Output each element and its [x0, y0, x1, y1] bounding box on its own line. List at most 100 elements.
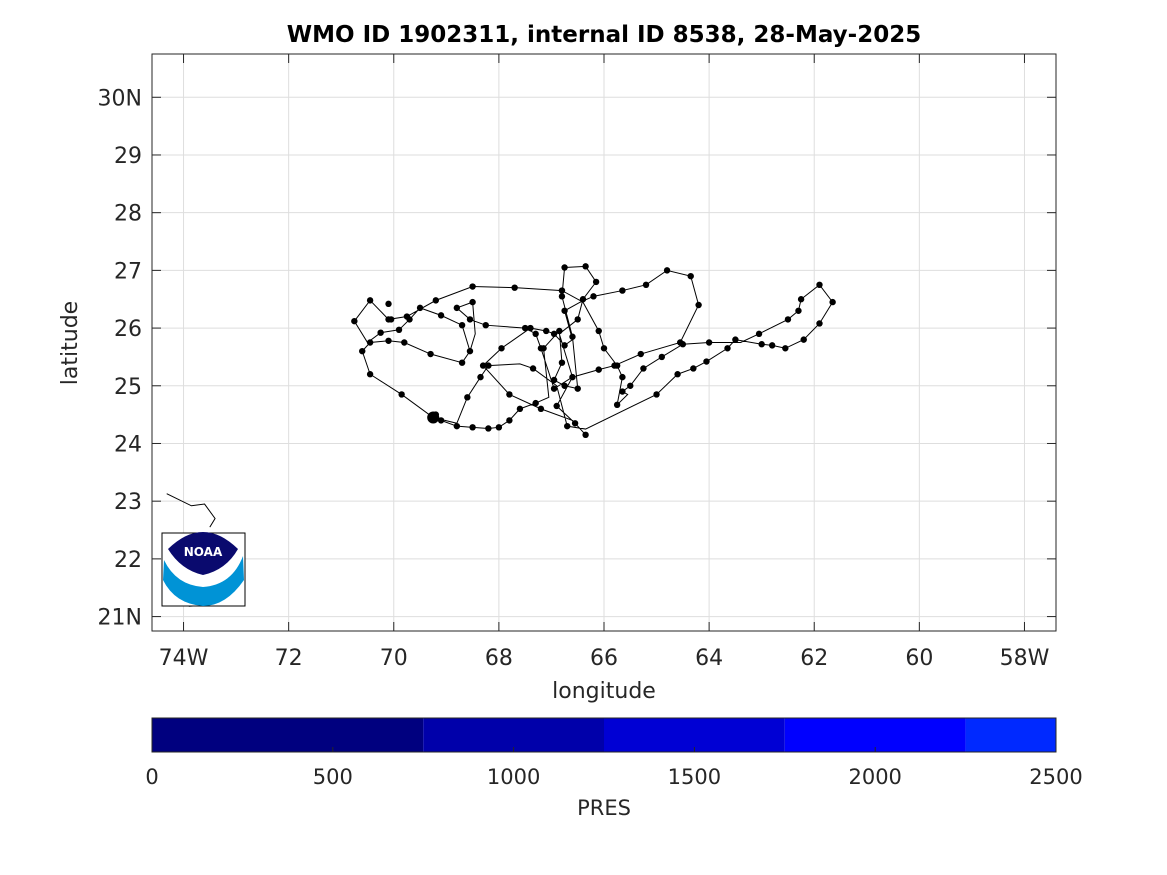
- profile-point: [366, 339, 374, 346]
- profile-point: [574, 316, 581, 323]
- profile-point: [377, 329, 384, 336]
- profile-point: [485, 362, 492, 369]
- profile-point: [564, 422, 571, 430]
- profile-point: [795, 307, 802, 314]
- profile-point: [477, 373, 484, 381]
- profile-point: [619, 388, 626, 395]
- profile-point: [619, 287, 626, 294]
- profile-point: [542, 327, 550, 335]
- y-tick-label: 22: [114, 548, 142, 573]
- y-tick-label: 23: [114, 490, 142, 515]
- profile-point: [469, 424, 476, 431]
- x-tick-label: 60: [905, 646, 933, 671]
- profile-point: [427, 350, 434, 358]
- profile-point: [529, 365, 537, 372]
- profile-point: [619, 373, 626, 381]
- track-line: [353, 265, 834, 436]
- profile-point: [674, 371, 681, 378]
- profile-point: [758, 341, 765, 348]
- colorbar-band: [604, 718, 785, 752]
- profile-point: [561, 264, 568, 271]
- profile-point: [600, 345, 608, 352]
- x-tick-label: 58W: [1000, 646, 1050, 671]
- profile-point: [351, 317, 358, 325]
- x-tick-labels: 74W 72 70 68 66 64 62 60 58W: [159, 646, 1050, 671]
- profile-point: [556, 327, 563, 335]
- profile-point: [558, 287, 566, 294]
- profile-point: [398, 391, 405, 398]
- profile-point: [558, 359, 566, 366]
- profile-point: [385, 300, 392, 308]
- x-tick-label: 74W: [159, 646, 209, 671]
- x-tick-label: 66: [590, 646, 618, 671]
- float-track: [351, 263, 836, 439]
- profile-point: [482, 321, 489, 329]
- profile-point: [695, 301, 702, 309]
- profile-point: [550, 330, 558, 338]
- x-tick-label: 72: [275, 646, 303, 671]
- profile-point: [687, 272, 694, 280]
- axis-ticks: [152, 54, 1056, 631]
- grid: [152, 54, 1056, 631]
- profile-point: [437, 312, 445, 319]
- profile-point: [359, 347, 366, 355]
- profile-point: [595, 366, 602, 373]
- profile-point: [561, 342, 568, 349]
- profile-point: [553, 402, 560, 410]
- profile-point: [800, 336, 807, 343]
- colorbar-tick-label: 500: [313, 765, 353, 789]
- y-tick-label: 30N: [98, 86, 142, 111]
- y-tick-labels: 21N 22 23 24 25 26 27 28 29 30N: [98, 86, 142, 630]
- colorbar-frame: [151, 717, 1057, 753]
- profile-point: [469, 298, 476, 306]
- x-tick-label: 62: [800, 646, 828, 671]
- profile-point: [458, 321, 466, 329]
- profile-point: [550, 376, 558, 384]
- first-profile-marker: [427, 411, 440, 424]
- profile-point: [532, 399, 539, 407]
- profile-point: [385, 337, 392, 344]
- x-tick-label: 70: [380, 646, 408, 671]
- profile-point: [506, 391, 513, 398]
- y-tick-label: 24: [114, 432, 142, 457]
- profile-point: [816, 281, 823, 288]
- profile-point: [395, 326, 403, 334]
- profile-point: [437, 417, 445, 424]
- y-tick-label: 25: [114, 375, 142, 400]
- profile-point: [498, 345, 505, 352]
- colorbar-tick-labels: 0 500 1000 1500 2000 2500: [145, 765, 1082, 789]
- y-axis-label: latitude: [58, 301, 83, 385]
- x-tick-label: 64: [695, 646, 723, 671]
- profile-point: [453, 304, 461, 312]
- coastline-segment: [166, 493, 216, 528]
- profile-point: [406, 316, 413, 323]
- profile-point: [613, 362, 621, 369]
- profile-point: [569, 373, 576, 381]
- profile-point: [732, 336, 739, 343]
- profile-point: [755, 330, 763, 338]
- y-tick-label: 28: [114, 202, 142, 227]
- profile-point: [485, 425, 492, 432]
- profile-point: [784, 316, 792, 323]
- profile-point: [432, 297, 440, 304]
- profile-point: [464, 394, 471, 401]
- noaa-logo: NOAA: [161, 532, 246, 607]
- profile-point: [401, 339, 408, 346]
- profile-point: [561, 307, 568, 314]
- profile-point: [550, 385, 558, 392]
- colorbar: [151, 718, 1057, 752]
- profile-point: [679, 341, 687, 348]
- chart-title: WMO ID 1902311, internal ID 8538, 28-May…: [287, 22, 921, 48]
- y-tick-label: 21N: [98, 606, 142, 631]
- colorbar-band: [152, 718, 424, 752]
- profile-point: [579, 296, 587, 303]
- profile-point: [782, 345, 789, 352]
- profile-point: [613, 401, 621, 409]
- profile-point: [366, 297, 374, 304]
- profile-point: [387, 316, 395, 323]
- profile-point: [506, 417, 513, 424]
- profile-point: [416, 304, 424, 312]
- colorbar-tick-label: 1000: [487, 765, 540, 789]
- profile-point: [705, 339, 713, 346]
- profile-point: [527, 324, 534, 332]
